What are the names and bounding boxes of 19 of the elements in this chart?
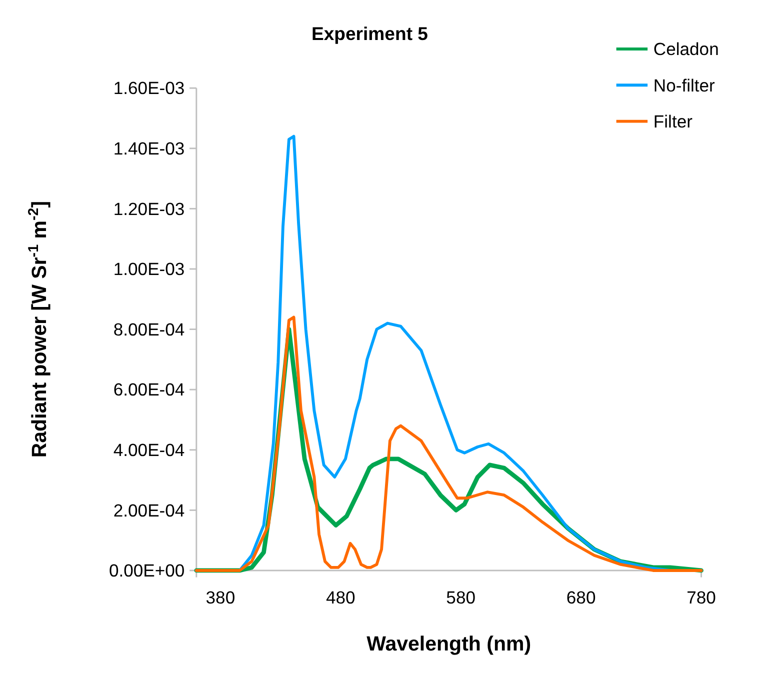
y-tick-label: 1.40E-03 xyxy=(113,138,185,159)
y-tick-label: 8.00E-04 xyxy=(113,319,185,340)
x-tick-label: 580 xyxy=(446,588,476,608)
chart-title: Experiment 5 xyxy=(311,23,428,44)
x-tick-label: 780 xyxy=(686,588,716,608)
legend-label: No-filter xyxy=(653,75,716,96)
x-axis-title: Wavelength (nm) xyxy=(366,632,532,656)
y-tick-label: 1.60E-03 xyxy=(113,78,185,98)
x-tick-label: 680 xyxy=(566,588,596,608)
y-tick-label: 1.20E-03 xyxy=(113,198,185,219)
y-tick-label: 6.00E-04 xyxy=(113,380,185,400)
legend-label: Filter xyxy=(653,111,693,132)
x-tick-label: 480 xyxy=(326,588,356,608)
y-tick-label: 1.00E-03 xyxy=(113,259,185,280)
y-tick-label: 4.00E-04 xyxy=(113,440,185,460)
x-tick-label: 380 xyxy=(206,588,236,608)
y-tick-label: 2.00E-04 xyxy=(113,500,185,520)
legend-label: Celadon xyxy=(653,39,719,60)
y-tick-label: 0.00E+00 xyxy=(108,560,185,581)
